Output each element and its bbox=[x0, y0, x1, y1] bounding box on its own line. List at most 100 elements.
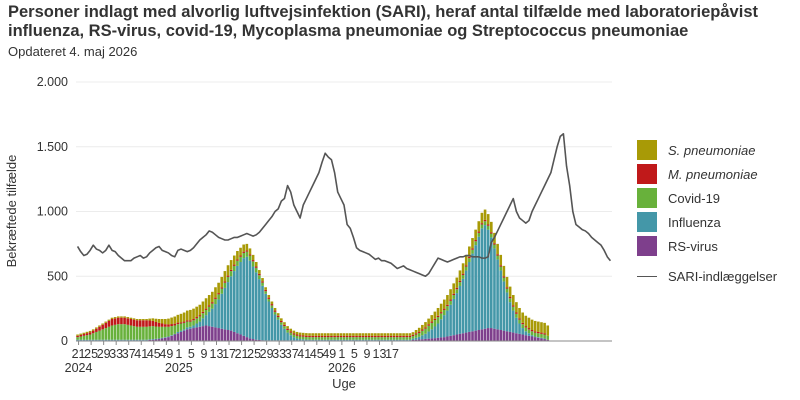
bar-segment-s-pneumoniae bbox=[154, 318, 158, 322]
bar-segment-m-pneumoniae bbox=[267, 297, 271, 299]
bar-segment-influenza bbox=[524, 331, 528, 336]
bar-segment-covid-19 bbox=[436, 317, 440, 324]
bar-segment-rs-virus bbox=[242, 335, 246, 341]
bar-segment-influenza bbox=[217, 299, 220, 329]
bar-segment-influenza bbox=[245, 256, 249, 338]
bar-segment-covid-19 bbox=[179, 323, 183, 331]
bar-segment-influenza bbox=[173, 333, 177, 335]
bar-segment-covid-19 bbox=[383, 337, 387, 340]
bar-segment-covid-19 bbox=[95, 331, 98, 340]
bar-segment-rs-virus bbox=[449, 335, 452, 341]
bar-segment-influenza bbox=[251, 266, 255, 340]
bar-segment-influenza bbox=[421, 335, 424, 340]
bar-segment-influenza bbox=[160, 337, 164, 339]
bar-segment-m-pneumoniae bbox=[264, 289, 267, 292]
bar-segment-covid-19 bbox=[173, 325, 177, 334]
bar-segment-m-pneumoniae bbox=[176, 322, 180, 325]
bar-segment-influenza bbox=[424, 333, 427, 339]
bar-segment-m-pneumoniae bbox=[483, 219, 487, 222]
bar-segment-covid-19 bbox=[533, 332, 537, 337]
bar-segment-s-pneumoniae bbox=[421, 324, 424, 330]
bar-segment-s-pneumoniae bbox=[408, 333, 412, 336]
bar-segment-m-pneumoniae bbox=[292, 333, 296, 335]
bar-segment-influenza bbox=[458, 285, 462, 334]
bar-segment-m-pneumoniae bbox=[160, 323, 164, 327]
bar-segment-influenza bbox=[490, 237, 493, 329]
bar-segment-s-pneumoniae bbox=[314, 333, 318, 336]
bar-segment-covid-19 bbox=[201, 313, 205, 319]
bar-segment-s-pneumoniae bbox=[502, 265, 506, 277]
bar-segment-m-pneumoniae bbox=[430, 321, 434, 323]
chart-title: Personer indlagt med alvorlig luftvejsin… bbox=[8, 3, 758, 40]
bar-segment-rs-virus bbox=[223, 329, 227, 341]
bar-segment-influenza bbox=[530, 335, 534, 337]
bar-segment-s-pneumoniae bbox=[537, 321, 540, 332]
bar-segment-covid-19 bbox=[474, 241, 477, 246]
legend-item-sari-line[interactable]: SARI-indlæggelser bbox=[637, 264, 777, 288]
x-tick-label: 37 bbox=[122, 347, 136, 361]
bar-segment-influenza bbox=[91, 339, 95, 341]
bar-segment-s-pneumoniae bbox=[251, 254, 255, 261]
bar-segment-influenza bbox=[480, 228, 484, 330]
legend-item-rs-virus[interactable]: RS-virus bbox=[637, 234, 777, 258]
x-tick-label: 25 bbox=[247, 347, 261, 361]
bar-segment-covid-19 bbox=[442, 309, 446, 316]
bar-segment-s-pneumoniae bbox=[286, 326, 289, 329]
bar-segment-m-pneumoniae bbox=[305, 335, 308, 337]
bar-segment-covid-19 bbox=[176, 324, 180, 332]
legend-item-influenza[interactable]: Influenza bbox=[637, 210, 777, 234]
legend-item-m-pneumoniae[interactable]: M. pneumoniae bbox=[637, 162, 777, 186]
legend-item-s-pneumoniae[interactable]: S. pneumoniae bbox=[637, 138, 777, 162]
bar-segment-covid-19 bbox=[308, 337, 311, 340]
bar-segment-m-pneumoniae bbox=[123, 317, 126, 325]
bar-segment-rs-virus bbox=[417, 339, 421, 341]
bar-segment-s-pneumoniae bbox=[308, 333, 311, 336]
bar-segment-covid-19 bbox=[292, 334, 296, 338]
bar-segment-covid-19 bbox=[82, 335, 86, 340]
bar-segment-influenza bbox=[364, 339, 368, 341]
bar-segment-rs-virus bbox=[474, 330, 477, 341]
y-tick-label: 1.000 bbox=[37, 205, 68, 219]
bar-segment-m-pneumoniae bbox=[295, 334, 299, 336]
bar-segment-influenza bbox=[336, 339, 340, 341]
legend-item-covid-19[interactable]: Covid-19 bbox=[637, 186, 777, 210]
bar-segment-s-pneumoniae bbox=[204, 298, 208, 309]
bar-segment-rs-virus bbox=[195, 327, 198, 341]
bar-segment-influenza bbox=[236, 265, 239, 334]
bar-segment-covid-19 bbox=[380, 337, 383, 340]
bar-segment-s-pneumoniae bbox=[82, 332, 86, 335]
bar-segment-m-pneumoniae bbox=[355, 335, 358, 338]
bar-segment-influenza bbox=[229, 276, 233, 331]
bar-segment-influenza bbox=[305, 339, 308, 341]
bar-segment-s-pneumoniae bbox=[533, 320, 537, 332]
bar-segment-s-pneumoniae bbox=[232, 255, 236, 265]
bar-segment-covid-19 bbox=[239, 256, 242, 262]
bar-segment-s-pneumoniae bbox=[355, 333, 358, 336]
bar-segment-s-pneumoniae bbox=[301, 332, 305, 336]
bar-segment-rs-virus bbox=[483, 328, 487, 341]
bar-segment-influenza bbox=[515, 317, 518, 334]
bar-segment-m-pneumoniae bbox=[164, 324, 167, 327]
bar-segment-influenza bbox=[533, 336, 537, 338]
bar-segment-s-pneumoniae bbox=[217, 282, 220, 294]
bar-segment-m-pneumoniae bbox=[395, 335, 399, 338]
bar-segment-m-pneumoniae bbox=[433, 318, 437, 321]
bar-segment-s-pneumoniae bbox=[151, 318, 155, 321]
bar-segment-influenza bbox=[273, 314, 277, 341]
bar-segment-s-pneumoniae bbox=[160, 318, 164, 324]
bar-segment-s-pneumoniae bbox=[132, 318, 136, 320]
bar-segment-m-pneumoniae bbox=[91, 330, 95, 334]
bar-segment-influenza bbox=[411, 338, 415, 340]
bar-segment-covid-19 bbox=[327, 337, 330, 340]
bar-segment-rs-virus bbox=[540, 338, 543, 341]
bar-segment-covid-19 bbox=[76, 337, 79, 340]
bar-segment-rs-virus bbox=[251, 339, 255, 341]
bar-segment-m-pneumoniae bbox=[468, 256, 471, 259]
bar-segment-s-pneumoniae bbox=[455, 277, 459, 288]
bar-segment-m-pneumoniae bbox=[511, 305, 515, 307]
bar-segment-s-pneumoniae bbox=[176, 314, 180, 323]
x-tick-label: 41 bbox=[297, 347, 311, 361]
bar-segment-covid-19 bbox=[330, 337, 333, 340]
bar-segment-covid-19 bbox=[167, 326, 170, 337]
bar-segment-m-pneumoniae bbox=[232, 264, 236, 266]
